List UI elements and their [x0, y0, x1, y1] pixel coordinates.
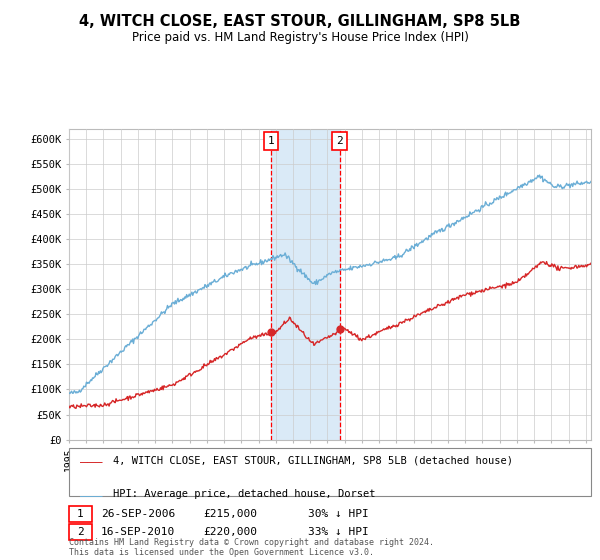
Text: 1: 1 [268, 136, 274, 146]
Text: 2: 2 [77, 527, 84, 537]
Text: 26-SEP-2006: 26-SEP-2006 [101, 509, 175, 519]
Text: 4, WITCH CLOSE, EAST STOUR, GILLINGHAM, SP8 5LB: 4, WITCH CLOSE, EAST STOUR, GILLINGHAM, … [79, 14, 521, 29]
Text: 33% ↓ HPI: 33% ↓ HPI [308, 527, 368, 537]
Text: ———: ——— [80, 490, 103, 503]
Text: 4, WITCH CLOSE, EAST STOUR, GILLINGHAM, SP8 5LB (detached house): 4, WITCH CLOSE, EAST STOUR, GILLINGHAM, … [113, 455, 513, 465]
Text: ———: ——— [80, 456, 103, 469]
Text: 2: 2 [336, 136, 343, 146]
Text: HPI: Average price, detached house, Dorset: HPI: Average price, detached house, Dors… [113, 489, 376, 500]
Text: 30% ↓ HPI: 30% ↓ HPI [308, 509, 368, 519]
Text: £215,000: £215,000 [203, 509, 257, 519]
Text: 1: 1 [77, 509, 84, 519]
Text: £220,000: £220,000 [203, 527, 257, 537]
Text: Contains HM Land Registry data © Crown copyright and database right 2024.
This d: Contains HM Land Registry data © Crown c… [69, 538, 434, 557]
Text: Price paid vs. HM Land Registry's House Price Index (HPI): Price paid vs. HM Land Registry's House … [131, 31, 469, 44]
Text: 16-SEP-2010: 16-SEP-2010 [101, 527, 175, 537]
Bar [271, 129, 340, 440]
